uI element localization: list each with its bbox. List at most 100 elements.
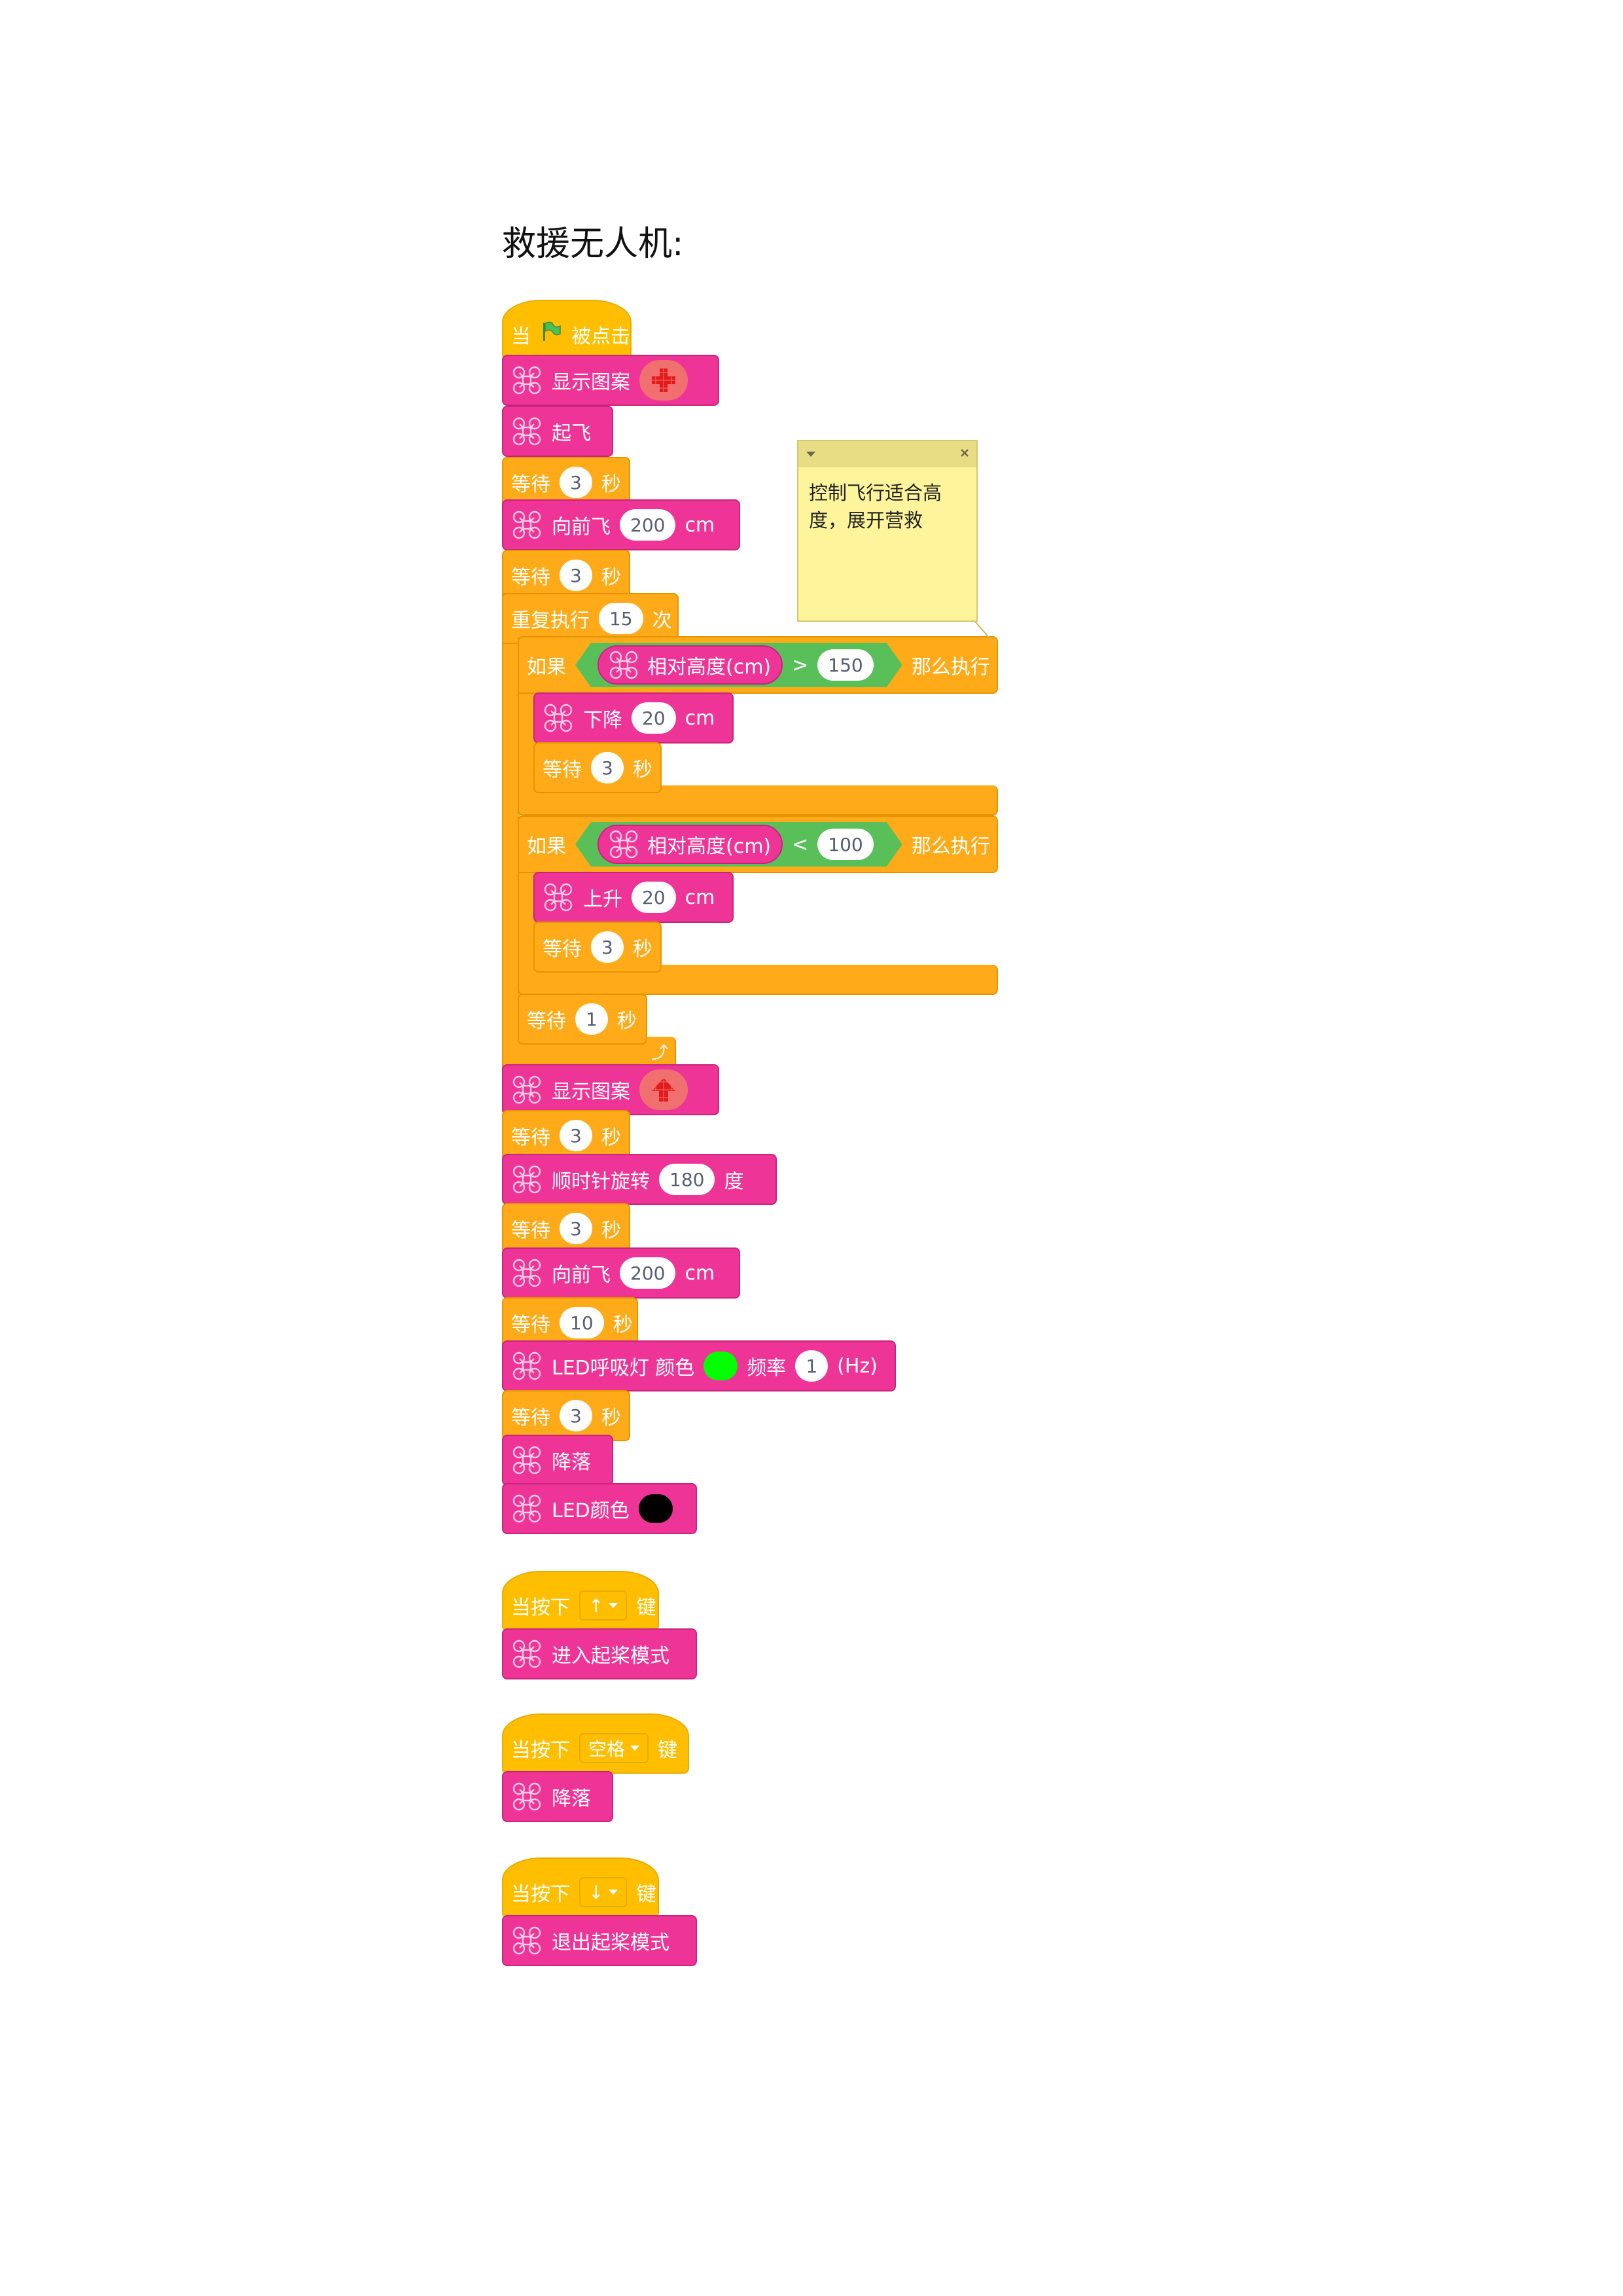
unit-label: 秒 xyxy=(601,566,621,589)
wait-seconds-input[interactable]: 3 xyxy=(560,1400,592,1431)
close-icon[interactable] xyxy=(959,448,970,461)
led-color-picker[interactable] xyxy=(638,1494,673,1523)
cross-pattern-icon[interactable] xyxy=(639,360,688,401)
drone-icon xyxy=(543,882,574,913)
block-label: LED呼吸灯 颜色 xyxy=(552,1357,695,1380)
key-dropdown[interactable]: ↑ xyxy=(579,1590,628,1621)
block-label: 等待 xyxy=(511,1126,550,1149)
block-label: 显示图案 xyxy=(552,371,630,394)
wait-seconds-input[interactable]: 10 xyxy=(560,1307,604,1338)
drone-icon xyxy=(511,1164,543,1195)
block-label: 等待 xyxy=(543,759,582,781)
wait-block[interactable]: 等待 3 秒 xyxy=(533,742,662,793)
distance-input[interactable]: 20 xyxy=(632,882,676,913)
block-label: 向前飞 xyxy=(552,1264,611,1287)
when-flag-clicked-block[interactable]: 当 被点击 xyxy=(502,300,632,360)
wait-seconds-input[interactable]: 3 xyxy=(560,560,592,591)
comment-header[interactable] xyxy=(798,441,976,467)
wait-block[interactable]: 等待 3 秒 xyxy=(502,550,630,601)
compare-value-input[interactable]: 150 xyxy=(817,649,873,681)
comment-text[interactable]: 控制飞行适合高度，展开营救 xyxy=(809,482,942,531)
land-block[interactable]: 降落 xyxy=(502,1771,613,1822)
drone-icon xyxy=(608,649,639,681)
wait-seconds-input[interactable]: 3 xyxy=(560,1213,592,1244)
compare-value-input[interactable]: 100 xyxy=(817,829,873,860)
enter-propeller-mode-block[interactable]: 进入起桨模式 xyxy=(502,1628,697,1679)
comment-note[interactable]: 控制飞行适合高度，展开营救 xyxy=(797,440,978,622)
block-label: 起飞 xyxy=(552,422,591,445)
repeat-arm xyxy=(502,593,520,1069)
drone-icon xyxy=(511,1781,543,1812)
rotate-clockwise-block[interactable]: 顺时针旋转 180 度 xyxy=(502,1154,777,1205)
unit-label: cm xyxy=(685,706,715,730)
wait-seconds-input[interactable]: 3 xyxy=(560,1120,592,1151)
distance-input[interactable]: 200 xyxy=(620,509,676,541)
if-then-block[interactable]: 如果 相对高度(cm) < 100 那么执行 xyxy=(518,816,998,873)
drone-icon xyxy=(511,1350,543,1382)
wait-block[interactable]: 等待 1 秒 xyxy=(518,994,647,1045)
key-label: 空格 xyxy=(588,1738,626,1760)
unit-label: 秒 xyxy=(632,938,652,961)
wait-seconds-input[interactable]: 3 xyxy=(591,752,624,783)
wait-seconds-input[interactable]: 1 xyxy=(575,1003,608,1035)
led-breathing-block[interactable]: LED呼吸灯 颜色 频率 1 (Hz) xyxy=(502,1340,896,1391)
wait-block[interactable]: 等待 3 秒 xyxy=(533,922,662,973)
wait-block[interactable]: 等待 10 秒 xyxy=(502,1297,638,1348)
green-flag-icon xyxy=(540,321,562,348)
relative-height-reporter[interactable]: 相对高度(cm) xyxy=(597,825,783,864)
if-then-block[interactable]: 如果 相对高度(cm) > 150 那么执行 xyxy=(518,636,998,694)
relative-height-reporter[interactable]: 相对高度(cm) xyxy=(597,645,783,685)
fly-forward-block[interactable]: 向前飞 200 cm xyxy=(502,1247,740,1299)
frequency-input[interactable]: 1 xyxy=(795,1350,829,1382)
unit-label: 秒 xyxy=(616,1010,637,1033)
fly-forward-block[interactable]: 向前飞 200 cm xyxy=(502,499,740,550)
show-pattern-block[interactable]: 显示图案 xyxy=(502,355,719,406)
show-pattern-block[interactable]: 显示图案 xyxy=(502,1064,719,1115)
wait-block[interactable]: 等待 3 秒 xyxy=(502,1390,630,1441)
frequency-unit: (Hz) xyxy=(837,1354,878,1378)
up-arrow-pattern-icon[interactable] xyxy=(639,1069,688,1110)
unit-label: 秒 xyxy=(601,1407,621,1429)
descend-block[interactable]: 下降 20 cm xyxy=(533,692,734,744)
block-label: 等待 xyxy=(511,1219,550,1242)
land-block[interactable]: 降落 xyxy=(502,1435,613,1486)
page-title: 救援无人机: xyxy=(502,224,684,264)
wait-seconds-input[interactable]: 3 xyxy=(560,467,592,498)
wait-block[interactable]: 等待 3 秒 xyxy=(502,1110,630,1161)
greater-than-operator[interactable]: 相对高度(cm) > 150 xyxy=(575,643,902,687)
distance-input[interactable]: 20 xyxy=(632,702,676,734)
wait-seconds-input[interactable]: 3 xyxy=(591,931,624,963)
degrees-input[interactable]: 180 xyxy=(659,1164,715,1195)
wait-block[interactable]: 等待 3 秒 xyxy=(502,1203,630,1254)
block-label: 等待 xyxy=(543,938,582,961)
collapse-icon[interactable] xyxy=(805,448,817,461)
key-dropdown[interactable]: ↓ xyxy=(579,1877,628,1907)
unit-label: 秒 xyxy=(601,1126,621,1149)
drone-icon xyxy=(511,1638,543,1670)
exit-propeller-mode-block[interactable]: 退出起桨模式 xyxy=(502,1915,697,1966)
when-key-pressed-block[interactable]: 当按下 ↓ 键 xyxy=(502,1857,659,1918)
ascend-block[interactable]: 上升 20 cm xyxy=(533,872,734,923)
block-label: 等待 xyxy=(511,473,550,496)
led-color-block[interactable]: LED颜色 xyxy=(502,1483,697,1534)
drone-icon xyxy=(511,509,543,541)
when-key-pressed-block[interactable]: 当按下 ↑ 键 xyxy=(502,1571,659,1631)
repeat-block[interactable]: 重复执行 15 次 xyxy=(502,593,679,644)
unit-label: 次 xyxy=(652,609,672,632)
reporter-label: 相对高度(cm) xyxy=(647,835,772,858)
block-label: 下降 xyxy=(583,709,622,732)
hat-prefix: 当按下 xyxy=(511,1596,570,1619)
hat-suffix: 键 xyxy=(658,1739,678,1762)
key-dropdown[interactable]: 空格 xyxy=(579,1733,649,1763)
chevron-down-icon xyxy=(630,1746,640,1751)
repeat-count-input[interactable]: 15 xyxy=(599,603,643,634)
block-label: 上升 xyxy=(583,888,622,911)
distance-input[interactable]: 200 xyxy=(620,1257,676,1289)
hat-prefix: 当按下 xyxy=(511,1739,570,1762)
operator-symbol: < xyxy=(792,833,809,856)
when-key-pressed-block[interactable]: 当按下 空格 键 xyxy=(502,1713,689,1774)
led-color-picker[interactable] xyxy=(704,1352,738,1380)
takeoff-block[interactable]: 起飞 xyxy=(502,406,613,457)
block-label: 等待 xyxy=(511,566,550,589)
less-than-operator[interactable]: 相对高度(cm) < 100 xyxy=(575,822,902,867)
